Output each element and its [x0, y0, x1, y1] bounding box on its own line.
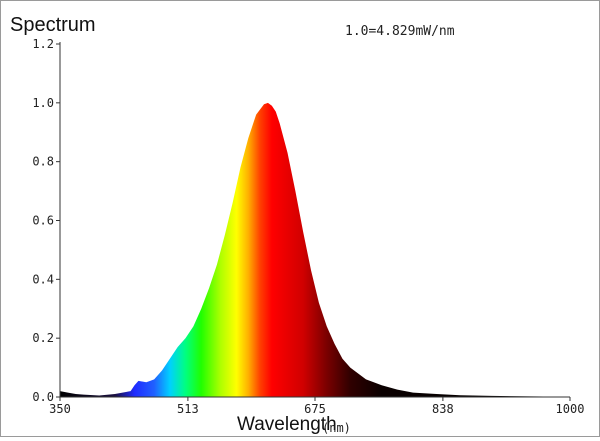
x-tick-label: 1000 — [556, 402, 585, 416]
spectrum-area — [60, 102, 570, 397]
x-tick-label: 513 — [177, 402, 199, 416]
y-tick-label: 1.2 — [32, 37, 54, 51]
x-tick-label: 675 — [304, 402, 326, 416]
x-axis-unit: (nm) — [322, 421, 351, 435]
scale-annotation: 1.0=4.829mW/nm — [345, 24, 455, 39]
y-tick-label: 1.0 — [32, 96, 54, 110]
x-tick-label: 350 — [49, 402, 71, 416]
y-tick-label: 0.6 — [32, 214, 54, 228]
y-tick-label: 0.4 — [32, 272, 54, 286]
y-tick-label: 0.2 — [32, 331, 54, 345]
chart-title: Spectrum — [10, 14, 96, 36]
x-axis-label: Wavelength — [237, 414, 337, 435]
y-tick-label: 0.8 — [32, 155, 54, 169]
x-tick-label: 838 — [432, 402, 454, 416]
y-tick-label: 0.0 — [32, 390, 54, 404]
